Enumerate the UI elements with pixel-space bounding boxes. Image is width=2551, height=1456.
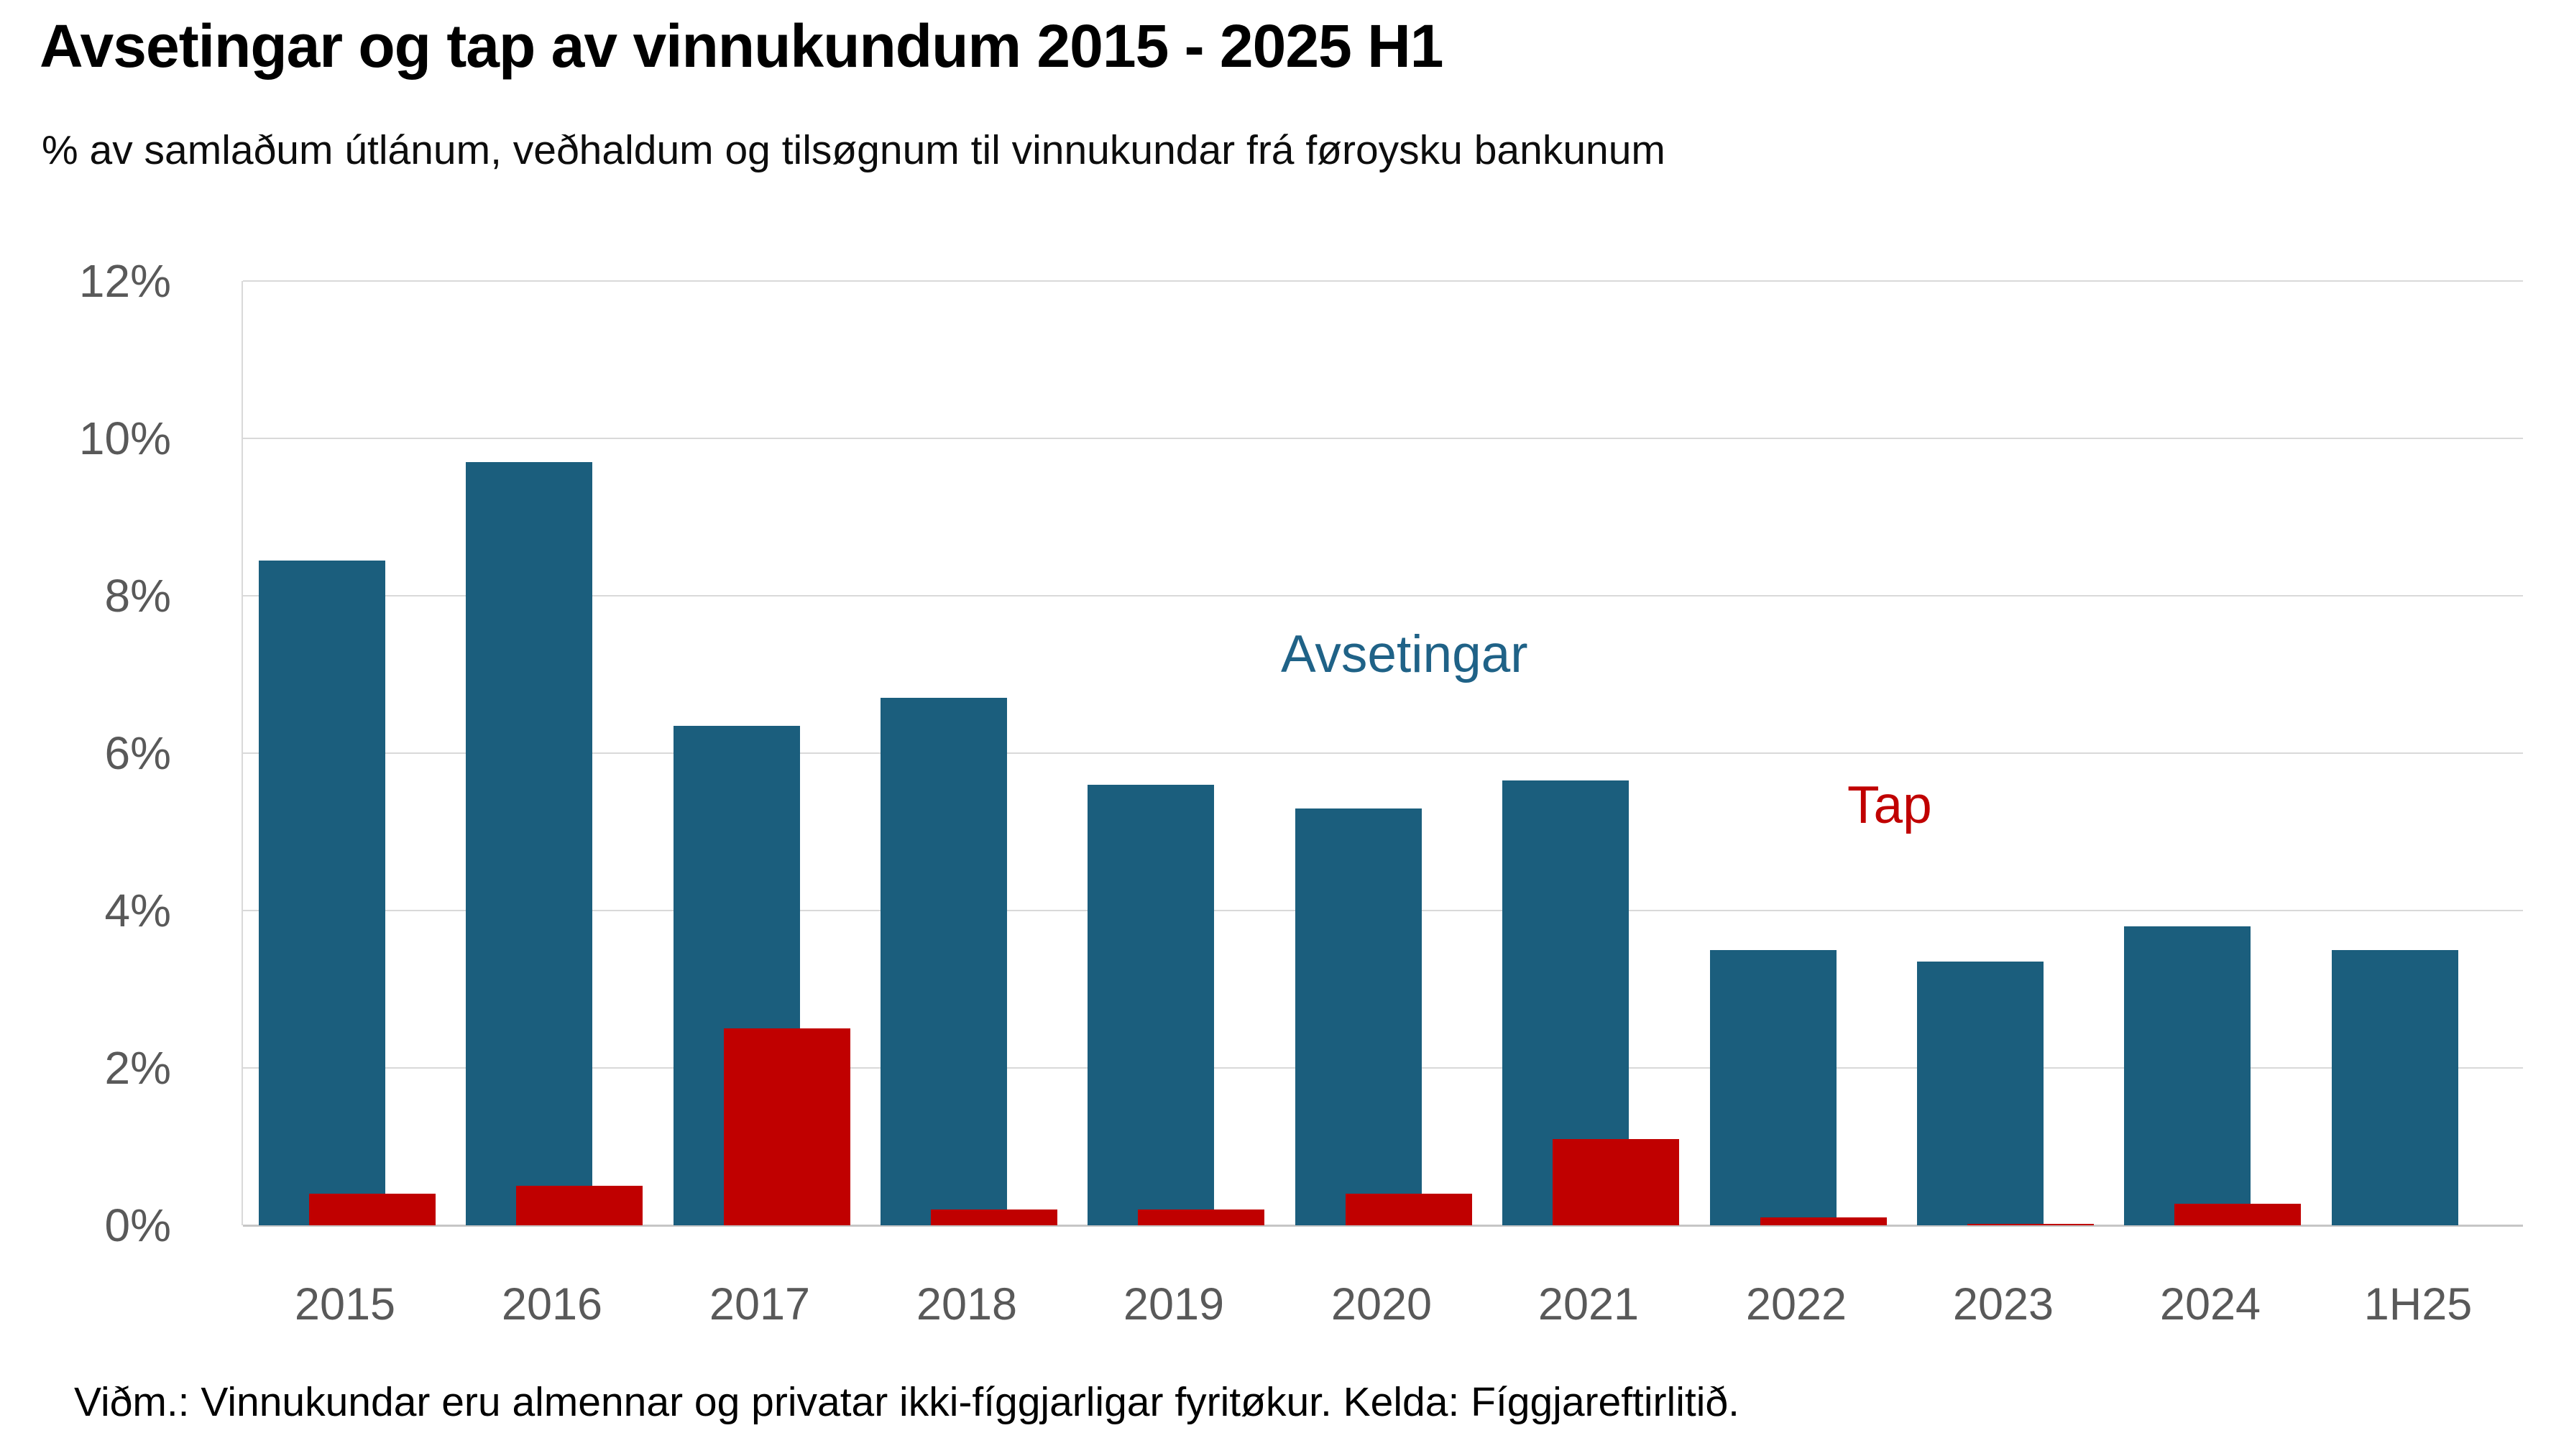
bar-group-2018: [865, 281, 1072, 1225]
bar-avsetingar-2020: [1295, 808, 1422, 1225]
bar-group-2022: [1694, 281, 1901, 1225]
bar-avsetingar-2015: [259, 561, 385, 1225]
x-tick-label-2024: 2024: [2159, 1279, 2261, 1330]
bar-group-2023: [1901, 281, 2108, 1225]
bar-avsetingar-1H25: [2332, 950, 2458, 1225]
x-axis-baseline: [243, 1225, 2523, 1227]
y-tick-label-10pct: 10%: [78, 413, 171, 464]
bar-avsetingar-2018: [881, 698, 1007, 1225]
series-label-tap: Tap: [1847, 776, 1932, 834]
bar-avsetingar-2022: [1710, 950, 1837, 1225]
bar-avsetingar-2024: [2124, 926, 2251, 1225]
x-tick-label-2020: 2020: [1330, 1279, 1433, 1330]
y-tick-label-4pct: 4%: [104, 885, 172, 936]
gridline: [243, 280, 2523, 282]
bar-tap-2022: [1760, 1217, 1887, 1225]
bar-group-2016: [450, 281, 657, 1225]
bar-group-2015: [243, 281, 450, 1225]
bar-tap-2016: [516, 1186, 643, 1225]
x-tick-label-2019: 2019: [1123, 1279, 1225, 1330]
x-tick-label-1H25: 1H25: [2363, 1279, 2473, 1330]
x-tick-label-2018: 2018: [916, 1279, 1018, 1330]
y-tick-label-8pct: 8%: [104, 570, 172, 622]
y-tick-label-2pct: 2%: [104, 1042, 172, 1094]
chart-footnote: Viðm.: Vinnukundar eru almennar og priva…: [74, 1379, 1739, 1425]
chart-title: Avsetingar og tap av vinnukundum 2015 - …: [40, 12, 1444, 80]
x-tick-label-2016: 2016: [501, 1279, 603, 1330]
x-tick-label-2022: 2022: [1745, 1279, 1847, 1330]
bar-tap-2021: [1553, 1139, 1679, 1225]
bar-tap-2020: [1346, 1194, 1472, 1225]
bar-avsetingar-2016: [466, 462, 592, 1225]
x-tick-label-2017: 2017: [709, 1279, 811, 1330]
bar-group-2020: [1279, 281, 1486, 1225]
x-tick-label-2021: 2021: [1538, 1279, 1640, 1330]
bar-tap-2023: [1967, 1224, 2094, 1225]
bar-group-1H25: [2316, 281, 2523, 1225]
gridline: [243, 752, 2523, 754]
bar-tap-2015: [309, 1194, 436, 1225]
gridline: [243, 438, 2523, 439]
chart-subtitle: % av samlaðum útlánum, veðhaldum og tils…: [42, 127, 1665, 173]
series-label-avsetingar: Avsetingar: [1281, 625, 1528, 683]
x-tick-label-2015: 2015: [294, 1279, 396, 1330]
bar-tap-2024: [2174, 1204, 2301, 1225]
bar-tap-2019: [1138, 1210, 1264, 1225]
bar-tap-2017: [724, 1028, 850, 1225]
bar-group-2024: [2108, 281, 2315, 1225]
gridline: [243, 595, 2523, 596]
y-tick-label-6pct: 6%: [104, 727, 172, 779]
bar-avsetingar-2019: [1088, 785, 1214, 1225]
plot-area: Avsetingar Tap: [242, 280, 2523, 1227]
y-tick-label-0pct: 0%: [104, 1199, 172, 1251]
y-tick-label-12pct: 12%: [78, 255, 171, 307]
bar-group-2019: [1072, 281, 1279, 1225]
bar-group-2017: [658, 281, 865, 1225]
bar-avsetingar-2023: [1917, 962, 2044, 1225]
bar-tap-2018: [931, 1210, 1057, 1225]
x-tick-label-2023: 2023: [1952, 1279, 2054, 1330]
bar-group-2021: [1486, 281, 1693, 1225]
